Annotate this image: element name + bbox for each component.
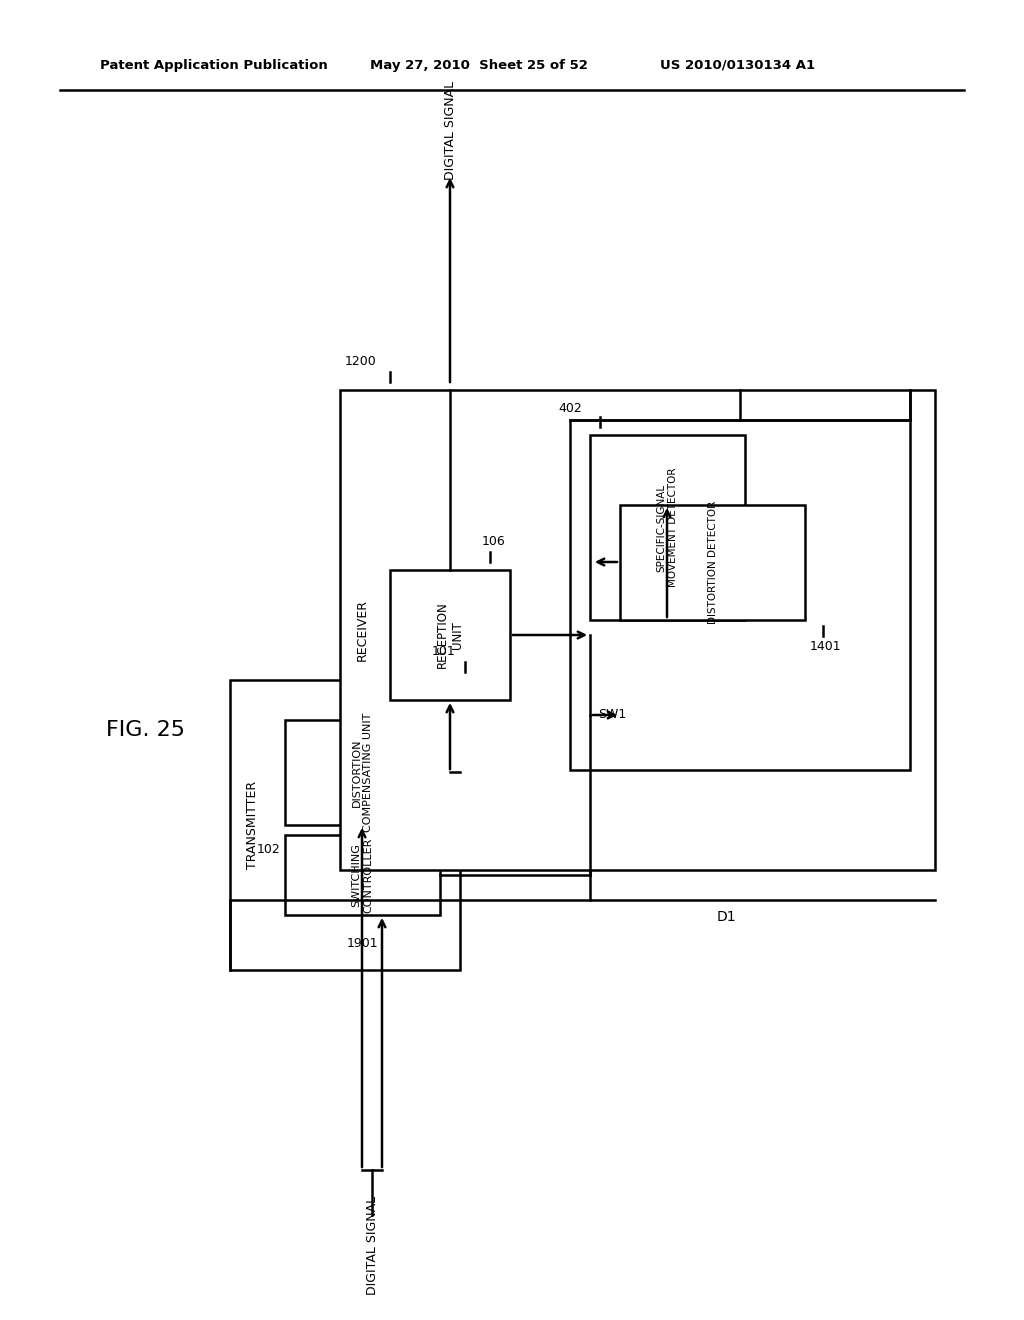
Text: Patent Application Publication: Patent Application Publication <box>100 58 328 71</box>
Bar <box>230 680 460 970</box>
Bar <box>620 506 805 620</box>
Text: DIGITAL SIGNAL: DIGITAL SIGNAL <box>366 1196 379 1295</box>
Text: US 2010/0130134 A1: US 2010/0130134 A1 <box>660 58 815 71</box>
Text: SWITCHING
CONTROLLER: SWITCHING CONTROLLER <box>351 837 374 912</box>
Text: DISTORTION
COMPENSATING UNIT: DISTORTION COMPENSATING UNIT <box>351 713 374 832</box>
Text: May 27, 2010  Sheet 25 of 52: May 27, 2010 Sheet 25 of 52 <box>370 58 588 71</box>
Text: 102: 102 <box>256 843 280 855</box>
Text: 402: 402 <box>558 403 582 414</box>
Bar <box>285 836 440 915</box>
Text: 101: 101 <box>431 645 455 657</box>
Bar <box>340 389 935 870</box>
Text: SW1: SW1 <box>598 709 627 722</box>
Text: 1401: 1401 <box>810 640 842 653</box>
Text: 1200: 1200 <box>345 355 377 368</box>
Text: RECEIVER: RECEIVER <box>355 599 369 661</box>
Text: FIG. 25: FIG. 25 <box>105 719 184 741</box>
Text: D1: D1 <box>717 909 736 924</box>
Bar <box>285 719 440 825</box>
Text: RECEPTION
UNIT: RECEPTION UNIT <box>436 602 464 668</box>
Text: SPECIFIC-SIGNAL
MOVEMENT DETECTOR: SPECIFIC-SIGNAL MOVEMENT DETECTOR <box>656 467 678 587</box>
Text: TRANSMITTER: TRANSMITTER <box>246 781 258 869</box>
Text: DIGITAL SIGNAL: DIGITAL SIGNAL <box>443 81 457 180</box>
Bar <box>390 570 510 700</box>
Text: DISTORTION DETECTOR: DISTORTION DETECTOR <box>708 500 718 624</box>
Bar <box>590 436 745 620</box>
Text: 106: 106 <box>481 535 505 548</box>
Bar <box>570 420 910 770</box>
Text: 1901: 1901 <box>347 937 378 950</box>
